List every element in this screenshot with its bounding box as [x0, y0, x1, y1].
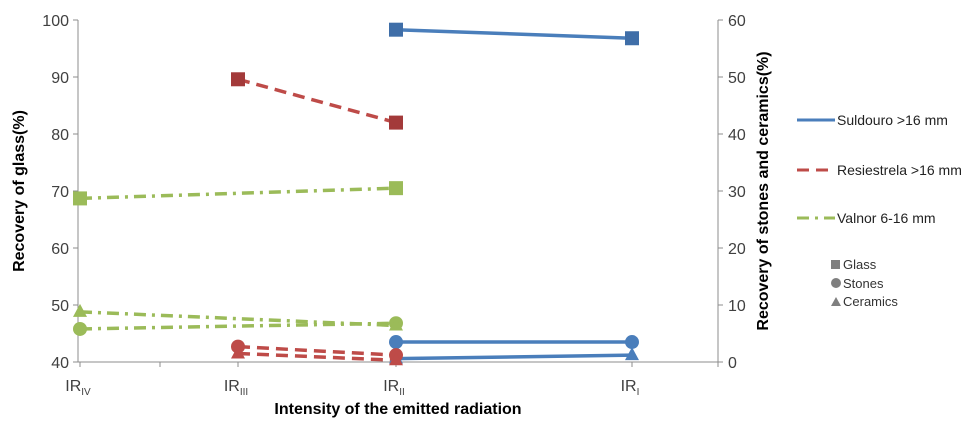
left-tick-label: 90 [51, 70, 69, 87]
series-line-valnor-stones [79, 321, 397, 331]
x-tick-label: IRIV [65, 378, 91, 398]
legend-label: Ceramics [843, 294, 898, 309]
right-axis-title: Recovery of stones and ceramics(%) [755, 51, 772, 330]
series-line-resiestrela-glass [237, 77, 397, 125]
ceramics-triangle-marker [625, 347, 639, 361]
legend-label: Glass [843, 257, 877, 272]
x-tick-label: IRI [621, 378, 640, 398]
left-tick-label: 60 [51, 241, 69, 258]
stones-circle-marker [389, 335, 403, 350]
right-tick-label: 50 [728, 70, 746, 87]
circle-marker-icon [831, 278, 841, 288]
legend-label: Resiestrela >16 mm [837, 162, 962, 178]
glass-square-marker [389, 22, 403, 37]
ceramics-triangle-marker [73, 303, 87, 317]
right-tick-label: 30 [728, 184, 746, 201]
ceramics-triangle-marker [389, 317, 403, 331]
series-line-valnor-glass [79, 186, 397, 201]
stones-circle-marker [73, 321, 87, 336]
left-tick-label: 70 [51, 184, 69, 201]
series-lines [79, 27, 633, 363]
legend-label: Valnor 6-16 mm [837, 210, 936, 226]
right-tick-label: 40 [728, 127, 746, 144]
glass-square-marker [231, 72, 245, 87]
right-y-ticks: 0 10 20 30 40 50 60 [718, 13, 746, 372]
glass-square-marker [389, 181, 403, 196]
stones-circle-marker [625, 335, 639, 350]
legend-label: Suldouro >16 mm [837, 112, 948, 128]
x-tick-label: IRII [383, 378, 405, 398]
left-y-ticks: 40 50 60 70 80 90 100 [42, 13, 78, 372]
legend-item-ceramics: Ceramics [831, 294, 898, 309]
x-tick-label: IRIII [224, 378, 248, 398]
x-axis-title: Intensity of the emitted radiation [274, 401, 521, 418]
series-markers [73, 22, 639, 366]
x-ticks: IRIV IRIII IRII IRI [65, 362, 719, 398]
legend-label: Stones [843, 276, 884, 291]
triangle-marker-icon [831, 297, 841, 306]
left-axis-title: Recovery of glass(%) [11, 110, 28, 272]
right-tick-label: 20 [728, 241, 746, 258]
legend: Suldouro >16 mm Resiestrela >16 mm Valno… [797, 112, 962, 309]
right-tick-label: 0 [728, 355, 737, 372]
legend-item-stones: Stones [831, 276, 884, 291]
legend-item-suldouro: Suldouro >16 mm [797, 112, 948, 128]
left-tick-label: 80 [51, 127, 69, 144]
left-tick-label: 100 [42, 13, 69, 30]
legend-item-resiestrela: Resiestrela >16 mm [797, 162, 962, 178]
series-line-suldouro-ceramics [395, 353, 633, 361]
left-tick-label: 50 [51, 298, 69, 315]
series-line-resiestrela-ceramics [237, 351, 397, 363]
glass-square-marker [625, 31, 639, 46]
square-marker-icon [831, 260, 840, 269]
left-tick-label: 40 [51, 355, 69, 372]
glass-square-marker [389, 115, 403, 130]
right-tick-label: 60 [728, 13, 746, 30]
legend-item-glass: Glass [831, 257, 877, 272]
ceramics-triangle-marker [231, 345, 245, 359]
series-line-suldouro-glass [395, 27, 633, 40]
legend-item-valnor: Valnor 6-16 mm [797, 210, 936, 226]
series-line-resiestrela-stones [237, 344, 397, 357]
series-line-valnor-ceramics [79, 310, 397, 328]
right-tick-label: 10 [728, 298, 746, 315]
glass-square-marker [73, 191, 87, 206]
ceramics-triangle-marker [389, 352, 403, 366]
